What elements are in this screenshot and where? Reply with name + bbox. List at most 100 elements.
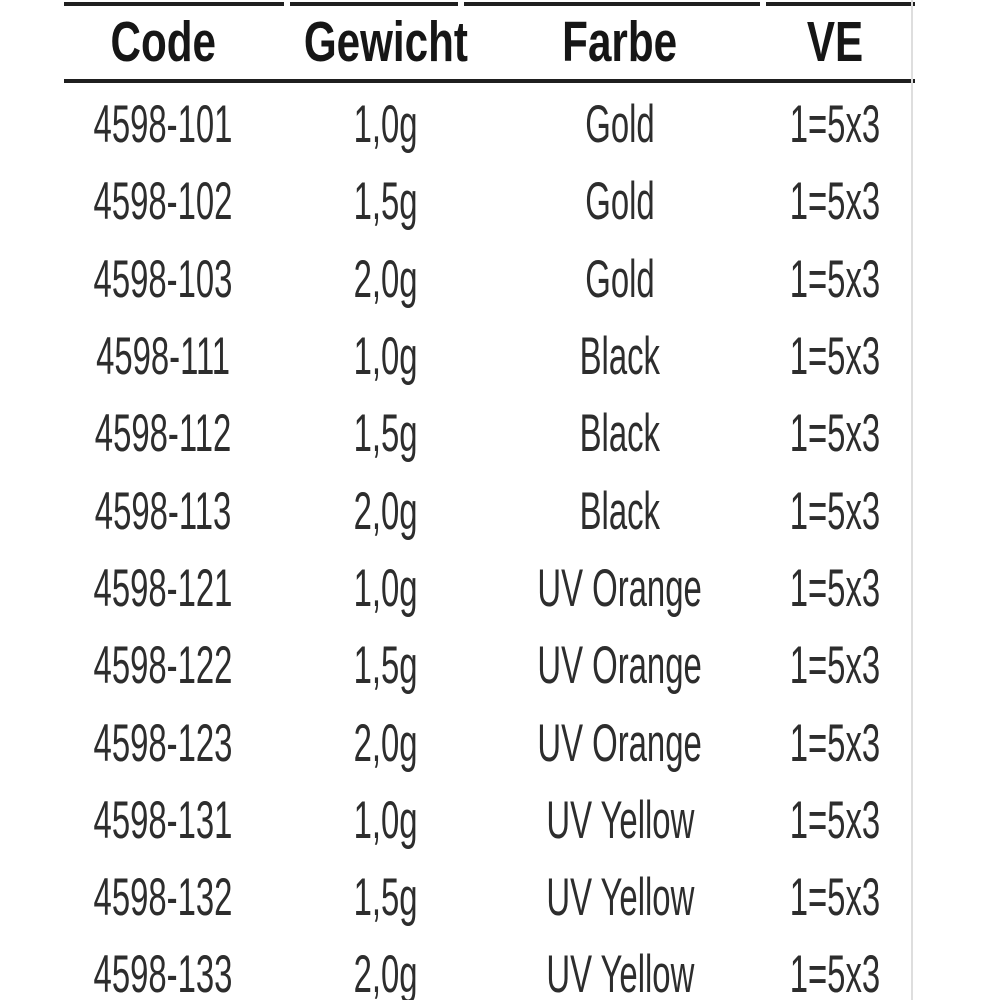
- cell-farbe: UV Orange: [485, 635, 755, 696]
- cell-code-text: 4598-131: [93, 790, 233, 850]
- table-row: 4598-132 1,5g UV Yellow 1=5x3: [40, 859, 915, 936]
- table-row: 4598-102 1,5g Gold 1=5x3: [40, 163, 915, 240]
- cell-ve: 1=5x3: [755, 790, 915, 851]
- cell-gewicht: 1,5g: [286, 635, 485, 696]
- cell-farbe: UV Yellow: [485, 944, 755, 1000]
- cell-farbe: Black: [485, 326, 755, 387]
- cell-ve-text: 1=5x3: [789, 945, 881, 1000]
- cell-farbe: Gold: [485, 171, 755, 232]
- column-header-ve: VE: [755, 9, 915, 75]
- cell-ve: 1=5x3: [755, 944, 915, 1000]
- cell-ve-text: 1=5x3: [789, 481, 881, 541]
- cell-farbe: Black: [485, 481, 755, 542]
- cell-code-text: 4598-101: [93, 95, 233, 155]
- table-row: 4598-133 2,0g UV Yellow 1=5x3: [40, 936, 915, 1000]
- cell-gewicht: 1,0g: [286, 790, 485, 851]
- table-row: 4598-101 1,0g Gold 1=5x3: [40, 86, 915, 163]
- cell-gewicht: 1,0g: [286, 558, 485, 619]
- cell-code-text: 4598-132: [93, 868, 233, 928]
- table-row: 4598-121 1,0g UV Orange 1=5x3: [40, 550, 915, 627]
- cell-ve-text: 1=5x3: [789, 327, 881, 387]
- cell-code: 4598-122: [40, 635, 286, 696]
- cell-code: 4598-113: [40, 481, 286, 542]
- cell-gewicht-text: 2,0g: [353, 249, 418, 309]
- cell-ve: 1=5x3: [755, 713, 915, 774]
- cell-ve: 1=5x3: [755, 403, 915, 464]
- column-header-farbe-label: Farbe: [562, 10, 678, 74]
- cell-gewicht: 1,5g: [286, 403, 485, 464]
- cell-code: 4598-112: [40, 403, 286, 464]
- cell-farbe-text: Black: [579, 327, 661, 387]
- cell-gewicht: 2,0g: [286, 249, 485, 310]
- cell-code: 4598-111: [40, 326, 286, 387]
- cell-gewicht: 2,0g: [286, 713, 485, 774]
- cell-gewicht-text: 1,0g: [353, 558, 418, 618]
- cell-farbe-text: Black: [579, 481, 661, 541]
- cell-code: 4598-103: [40, 249, 286, 310]
- cell-farbe-text: UV Orange: [537, 558, 703, 618]
- cell-farbe-text: UV Orange: [537, 636, 703, 696]
- cell-ve-text: 1=5x3: [789, 558, 881, 618]
- cell-code-text: 4598-123: [93, 713, 233, 773]
- cell-farbe-text: Gold: [585, 172, 655, 232]
- cell-code-text: 4598-121: [93, 558, 233, 618]
- table-row: 4598-123 2,0g UV Orange 1=5x3: [40, 704, 915, 781]
- cell-farbe-text: Gold: [585, 95, 655, 155]
- table-row: 4598-103 2,0g Gold 1=5x3: [40, 241, 915, 318]
- cell-ve: 1=5x3: [755, 326, 915, 387]
- cell-code-text: 4598-112: [94, 404, 232, 464]
- cell-farbe: UV Orange: [485, 713, 755, 774]
- cell-code-text: 4598-103: [93, 249, 233, 309]
- cell-gewicht: 1,0g: [286, 326, 485, 387]
- cell-ve: 1=5x3: [755, 481, 915, 542]
- cell-code-text: 4598-111: [96, 327, 230, 387]
- cell-ve-text: 1=5x3: [789, 713, 881, 773]
- cell-code-text: 4598-113: [94, 481, 232, 541]
- cell-code: 4598-121: [40, 558, 286, 619]
- cell-gewicht: 1,0g: [286, 94, 485, 155]
- cell-code: 4598-133: [40, 944, 286, 1000]
- cell-farbe: UV Yellow: [485, 867, 755, 928]
- table-row: 4598-113 2,0g Black 1=5x3: [40, 472, 915, 549]
- column-header-gewicht-label: Gewicht: [303, 10, 468, 74]
- cell-ve: 1=5x3: [755, 171, 915, 232]
- cell-gewicht-text: 2,0g: [353, 481, 418, 541]
- table-body: 4598-101 1,0g Gold 1=5x3 4598-102 1,5g G…: [40, 86, 915, 1000]
- cell-farbe-text: UV Yellow: [546, 868, 694, 928]
- cell-gewicht-text: 2,0g: [353, 713, 418, 773]
- cell-gewicht: 1,5g: [286, 867, 485, 928]
- cell-ve-text: 1=5x3: [789, 95, 881, 155]
- table-header-row: Code Gewicht Farbe VE: [40, 0, 915, 84]
- table-row: 4598-122 1,5g UV Orange 1=5x3: [40, 627, 915, 704]
- right-table-border: [911, 0, 913, 1000]
- column-header-ve-label: VE: [806, 10, 864, 74]
- cell-ve: 1=5x3: [755, 249, 915, 310]
- cell-code: 4598-131: [40, 790, 286, 851]
- table-row: 4598-111 1,0g Black 1=5x3: [40, 318, 915, 395]
- cell-gewicht-text: 1,5g: [353, 636, 418, 696]
- cell-code-text: 4598-133: [93, 945, 233, 1000]
- cell-code-text: 4598-122: [93, 636, 233, 696]
- table-row: 4598-131 1,0g UV Yellow 1=5x3: [40, 782, 915, 859]
- column-header-code: Code: [40, 9, 286, 75]
- cell-gewicht: 2,0g: [286, 944, 485, 1000]
- cell-farbe-text: Black: [579, 404, 661, 464]
- cell-farbe: Gold: [485, 249, 755, 310]
- cell-code: 4598-123: [40, 713, 286, 774]
- cell-gewicht-text: 1,0g: [353, 95, 418, 155]
- cell-ve-text: 1=5x3: [789, 868, 881, 928]
- cell-ve-text: 1=5x3: [789, 249, 881, 309]
- cell-farbe: Gold: [485, 94, 755, 155]
- cell-code-text: 4598-102: [93, 172, 233, 232]
- table-row: 4598-112 1,5g Black 1=5x3: [40, 395, 915, 472]
- cell-gewicht-text: 1,5g: [353, 172, 418, 232]
- cell-ve-text: 1=5x3: [789, 404, 881, 464]
- cell-farbe-text: Gold: [585, 249, 655, 309]
- cell-ve: 1=5x3: [755, 867, 915, 928]
- top-rule-segment: [290, 2, 458, 6]
- cell-gewicht: 1,5g: [286, 171, 485, 232]
- cell-gewicht-text: 2,0g: [353, 945, 418, 1000]
- cell-ve-text: 1=5x3: [789, 790, 881, 850]
- cell-farbe: UV Orange: [485, 558, 755, 619]
